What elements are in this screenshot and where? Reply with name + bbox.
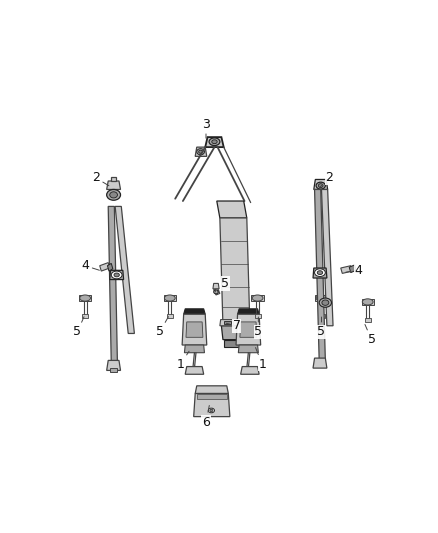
Polygon shape: [364, 318, 371, 322]
Text: 5: 5: [365, 325, 375, 346]
Polygon shape: [314, 180, 328, 189]
Polygon shape: [167, 314, 173, 318]
Polygon shape: [185, 367, 204, 374]
Ellipse shape: [317, 271, 323, 274]
Polygon shape: [240, 322, 257, 337]
Polygon shape: [213, 284, 219, 289]
Text: 5: 5: [254, 317, 262, 338]
Polygon shape: [184, 309, 205, 314]
Polygon shape: [182, 314, 207, 345]
Polygon shape: [195, 386, 228, 393]
Text: 6: 6: [202, 406, 210, 429]
Ellipse shape: [319, 298, 332, 308]
Polygon shape: [111, 177, 116, 181]
Polygon shape: [220, 218, 250, 326]
Polygon shape: [251, 295, 264, 301]
Polygon shape: [315, 295, 328, 301]
Polygon shape: [194, 393, 230, 417]
Polygon shape: [205, 137, 224, 147]
Polygon shape: [107, 360, 120, 370]
Ellipse shape: [111, 271, 122, 279]
Polygon shape: [186, 322, 203, 337]
Polygon shape: [100, 263, 110, 271]
Ellipse shape: [362, 299, 373, 305]
Ellipse shape: [316, 182, 325, 189]
Polygon shape: [164, 295, 176, 301]
Text: 5: 5: [156, 317, 169, 338]
Polygon shape: [220, 320, 234, 326]
Ellipse shape: [80, 295, 91, 301]
Polygon shape: [254, 314, 261, 318]
Polygon shape: [341, 265, 352, 273]
Polygon shape: [108, 206, 117, 364]
Polygon shape: [184, 345, 205, 353]
Ellipse shape: [252, 295, 263, 301]
Ellipse shape: [209, 138, 220, 146]
Polygon shape: [361, 299, 374, 305]
Polygon shape: [236, 314, 261, 345]
Polygon shape: [214, 288, 220, 295]
Ellipse shape: [208, 408, 215, 413]
Polygon shape: [349, 265, 356, 273]
Ellipse shape: [114, 273, 120, 277]
Ellipse shape: [210, 409, 213, 411]
Text: 2: 2: [320, 172, 333, 188]
Polygon shape: [197, 393, 227, 399]
Polygon shape: [107, 263, 113, 271]
Polygon shape: [238, 345, 258, 353]
Polygon shape: [79, 295, 91, 301]
Polygon shape: [224, 340, 247, 348]
Polygon shape: [107, 181, 120, 189]
Text: 5: 5: [74, 317, 84, 338]
Ellipse shape: [110, 192, 117, 198]
Polygon shape: [313, 358, 327, 368]
Text: 3: 3: [202, 117, 210, 138]
Polygon shape: [237, 309, 259, 314]
Polygon shape: [115, 206, 134, 334]
Polygon shape: [195, 147, 207, 156]
Polygon shape: [318, 314, 325, 318]
Ellipse shape: [316, 295, 327, 301]
Text: 5: 5: [318, 317, 325, 338]
Polygon shape: [217, 201, 247, 218]
Text: 2: 2: [92, 172, 109, 185]
Polygon shape: [313, 268, 327, 278]
Text: 1: 1: [177, 351, 189, 371]
Ellipse shape: [107, 189, 120, 200]
Polygon shape: [82, 314, 88, 318]
Polygon shape: [240, 367, 259, 374]
Polygon shape: [110, 368, 117, 372]
Ellipse shape: [164, 295, 175, 301]
Ellipse shape: [214, 290, 218, 294]
Text: 4: 4: [81, 259, 99, 272]
Text: 7: 7: [226, 319, 241, 332]
Polygon shape: [224, 321, 231, 324]
Text: 4: 4: [346, 264, 362, 277]
Ellipse shape: [314, 269, 325, 277]
Polygon shape: [221, 326, 250, 340]
Polygon shape: [321, 189, 333, 326]
Text: 1: 1: [255, 348, 266, 371]
Ellipse shape: [318, 184, 323, 188]
Polygon shape: [110, 270, 124, 280]
Ellipse shape: [212, 140, 217, 144]
Ellipse shape: [322, 300, 329, 305]
Ellipse shape: [199, 150, 202, 154]
Polygon shape: [314, 189, 325, 360]
Ellipse shape: [197, 149, 205, 155]
Text: 5: 5: [218, 277, 229, 292]
